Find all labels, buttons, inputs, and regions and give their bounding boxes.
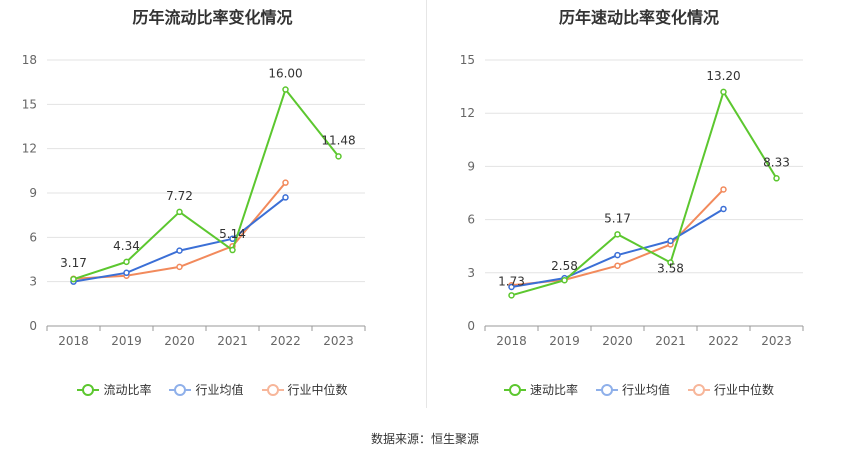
y-tick-label: 0: [467, 319, 475, 333]
data-label: 2.58: [551, 259, 578, 273]
data-label: 1.73: [498, 274, 525, 288]
data-label: 4.34: [113, 239, 140, 253]
y-tick-label: 3: [467, 266, 475, 280]
current-ratio-chart: 历年流动比率变化情况 0 3 6 9 12 15 18 2018 2019 2020 2021 202…: [0, 0, 425, 410]
current-ratio-plot: 0 3 6 9 12 15 18 2018 2019 2020 2021 2022 2023 3.17 4.…: [22, 53, 366, 348]
y-tick-label: 0: [29, 319, 37, 333]
data-label: 7.72: [166, 189, 193, 203]
series-line-0: [511, 90, 778, 297]
data-point[interactable]: [508, 292, 515, 299]
data-point[interactable]: [773, 175, 780, 182]
legend-item[interactable]: 流动比率: [77, 381, 151, 398]
data-point[interactable]: [720, 205, 727, 213]
data-point[interactable]: [720, 186, 727, 193]
data-point[interactable]: [614, 262, 621, 269]
y-tick-label: 6: [29, 230, 37, 244]
x-tick-label: 2018: [496, 334, 527, 348]
chart-title: 历年流动比率变化情况: [132, 8, 293, 27]
data-label: 16.00: [268, 67, 302, 81]
x-tick-label: 2020: [164, 334, 195, 348]
data-label: 11.48: [321, 133, 355, 147]
data-point[interactable]: [282, 179, 289, 186]
chart-title: 历年速动比率变化情况: [558, 8, 719, 27]
data-label: 3.58: [657, 262, 684, 276]
legend-item[interactable]: 行业均值: [169, 381, 244, 398]
data-source: 数据来源：恒生聚源: [370, 432, 479, 446]
legend-label: 行业中位数: [714, 383, 775, 397]
quick-ratio-plot: 0 3 6 9 12 15 2018 2019 2020 2021 2022 2023 1.73 2.58…: [460, 53, 804, 348]
y-tick-label: 6: [467, 213, 475, 227]
y-tick-label: 9: [467, 159, 475, 173]
x-tick-label: 2023: [761, 334, 792, 348]
data-point[interactable]: [561, 276, 568, 284]
y-tick-label: 18: [22, 53, 37, 67]
x-tick-label: 2023: [323, 334, 354, 348]
legend-swatch-icon: [261, 383, 284, 396]
panel-divider: [426, 0, 427, 408]
data-point[interactable]: [667, 259, 674, 266]
x-tick-label: 2018: [58, 334, 89, 348]
x-tick-label: 2019: [549, 334, 580, 348]
legend-swatch-icon: [503, 383, 526, 396]
legend-item[interactable]: 行业中位数: [261, 381, 348, 398]
legend-label: 行业均值: [195, 383, 244, 397]
data-label: 5.14: [219, 227, 246, 241]
legend-swatch-icon: [595, 383, 618, 396]
y-tick-label: 9: [29, 186, 37, 200]
data-point[interactable]: [282, 194, 289, 201]
data-point[interactable]: [123, 258, 130, 266]
x-tick-label: 2022: [270, 334, 301, 348]
data-point[interactable]: [229, 235, 236, 243]
chart-legend: 流动比率 行业均值 行业中位数: [0, 381, 425, 398]
y-tick-label: 15: [22, 97, 37, 111]
data-point[interactable]: [123, 269, 130, 277]
legend-item[interactable]: 行业均值: [595, 381, 670, 398]
series-line-0: [73, 88, 340, 281]
legend-label: 流动比率: [103, 383, 152, 397]
legend-item[interactable]: 行业中位数: [688, 381, 774, 398]
data-point[interactable]: [335, 153, 342, 160]
data-point[interactable]: [614, 231, 621, 238]
x-tick-label: 2022: [708, 334, 739, 348]
data-label: 5.17: [604, 211, 631, 225]
data-point[interactable]: [229, 246, 236, 254]
chart-legend: 速动比率 行业均值 行业中位数: [428, 381, 850, 398]
quick-ratio-chart: 历年速动比率变化情况 0 3 6 9 12 15 2018 2019 2020 2021 2022 2…: [428, 0, 850, 410]
legend-item[interactable]: 速动比率: [503, 381, 578, 398]
x-tick-label: 2020: [602, 334, 633, 348]
data-point[interactable]: [614, 251, 621, 259]
y-tick-label: 3: [29, 275, 37, 289]
x-tick-label: 2021: [217, 334, 248, 348]
y-tick-label: 15: [460, 53, 475, 67]
data-label: 3.17: [60, 256, 87, 270]
legend-swatch-icon: [688, 383, 710, 396]
data-point[interactable]: [282, 86, 289, 93]
y-tick-label: 12: [22, 142, 37, 156]
data-point[interactable]: [176, 247, 183, 254]
legend-label: 行业均值: [621, 383, 670, 397]
data-label: 13.20: [706, 69, 740, 83]
x-tick-label: 2021: [655, 334, 686, 348]
legend-swatch-icon: [77, 383, 100, 396]
data-point[interactable]: [667, 237, 674, 245]
data-point[interactable]: [508, 283, 515, 291]
data-point[interactable]: [720, 88, 727, 96]
legend-label: 行业中位数: [287, 383, 348, 397]
legend-label: 速动比率: [529, 383, 578, 397]
y-tick-label: 12: [460, 106, 475, 120]
data-point[interactable]: [176, 263, 183, 271]
data-point[interactable]: [176, 208, 183, 216]
data-label: 8.33: [763, 155, 790, 169]
x-tick-label: 2019: [111, 334, 142, 348]
legend-swatch-icon: [169, 383, 192, 396]
data-point[interactable]: [70, 275, 77, 283]
